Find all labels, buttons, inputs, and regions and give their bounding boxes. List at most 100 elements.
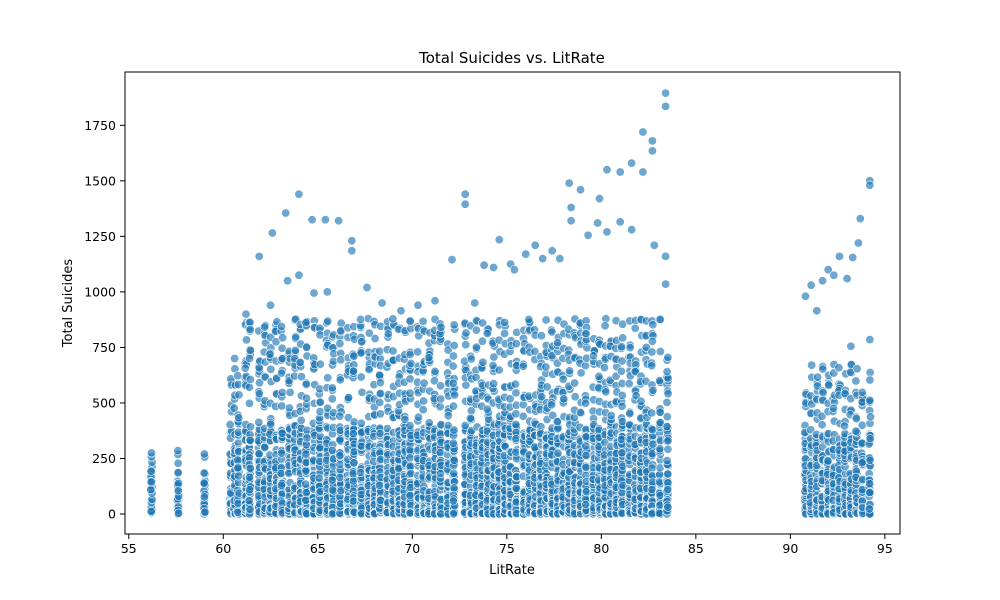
- scatter-point: [301, 342, 311, 352]
- scatter-point: [471, 372, 481, 382]
- scatter-point: [581, 441, 591, 451]
- scatter-point: [328, 485, 338, 495]
- scatter-point: [865, 434, 875, 444]
- scatter-point: [565, 366, 575, 376]
- scatter-point: [663, 444, 673, 454]
- scatter-point: [865, 395, 875, 405]
- scatter-point: [233, 455, 243, 465]
- scatter-point: [625, 409, 635, 419]
- scatter-point: [647, 336, 657, 346]
- scatter-point: [348, 496, 358, 506]
- scatter-point: [322, 287, 332, 297]
- scatter-point: [647, 463, 657, 473]
- scatter-point: [524, 314, 534, 324]
- scatter-point: [636, 396, 646, 406]
- scatter-point: [460, 189, 470, 199]
- scatter-point: [200, 507, 210, 517]
- scatter-point: [254, 389, 264, 399]
- scatter-point: [443, 345, 453, 355]
- scatter-point: [813, 372, 823, 382]
- scatter-point: [864, 504, 874, 514]
- scatter-point: [575, 407, 585, 417]
- scatter-point: [638, 127, 648, 137]
- scatter-point: [616, 366, 626, 376]
- scatter-point: [648, 385, 658, 395]
- scatter-point: [857, 458, 867, 468]
- scatter-point: [500, 317, 510, 327]
- scatter-point: [655, 346, 665, 356]
- scatter-point: [662, 422, 672, 432]
- scatter-point: [460, 199, 470, 209]
- scatter-point: [320, 215, 330, 225]
- scatter-point: [470, 298, 480, 308]
- scatter-point: [616, 342, 626, 352]
- scatter-point: [511, 339, 521, 349]
- scatter-point: [254, 251, 264, 261]
- scatter-point: [461, 340, 471, 350]
- scatter-point: [405, 445, 415, 455]
- scatter-point: [301, 495, 311, 505]
- scatter-point: [448, 509, 458, 519]
- scatter-point: [301, 488, 311, 498]
- scatter-point: [649, 240, 659, 250]
- scatter-point: [174, 508, 184, 518]
- scatter-point: [199, 468, 209, 478]
- scatter-point: [806, 280, 816, 290]
- scatter-point: [323, 316, 333, 326]
- scatter-point: [489, 379, 499, 389]
- scatter-point: [447, 255, 457, 265]
- scatter-point: [295, 357, 305, 367]
- scatter-point: [375, 409, 385, 419]
- scatter-point: [335, 451, 345, 461]
- scatter-point: [594, 371, 604, 381]
- scatter-point: [405, 374, 415, 384]
- scatter-point: [364, 328, 374, 338]
- scatter-point: [602, 227, 612, 237]
- scatter-point: [625, 343, 635, 353]
- scatter-point: [449, 455, 459, 465]
- scatter-point: [661, 251, 671, 261]
- scatter-point: [266, 419, 276, 429]
- scatter-point: [663, 436, 673, 446]
- scatter-point: [627, 225, 637, 235]
- scatter-point: [627, 158, 637, 168]
- scatter-point: [405, 421, 415, 431]
- scatter-point: [865, 367, 875, 377]
- scatter-point: [617, 390, 627, 400]
- scatter-point: [511, 419, 521, 429]
- x-tick-label: 75: [499, 541, 515, 556]
- scatter-point: [296, 372, 306, 382]
- scatter-point: [348, 429, 358, 439]
- scatter-point: [146, 466, 156, 476]
- scatter-point: [489, 262, 499, 272]
- scatter-point: [430, 296, 440, 306]
- scatter-point: [654, 508, 664, 518]
- scatter-point: [336, 355, 346, 365]
- scatter-point: [375, 388, 385, 398]
- scatter-point: [449, 340, 459, 350]
- scatter-point: [600, 321, 610, 331]
- scatter-point: [424, 418, 434, 428]
- x-tick-label: 70: [404, 541, 420, 556]
- scatter-point: [388, 346, 398, 356]
- scatter-point: [405, 388, 415, 398]
- scatter-point: [173, 468, 183, 478]
- x-axis-ticks: 55 60 65 70 75 80 85 90 95: [121, 534, 893, 556]
- scatter-point: [449, 468, 459, 478]
- scatter-point: [638, 167, 648, 177]
- scatter-point: [829, 270, 839, 280]
- scatter-point: [146, 485, 156, 495]
- scatter-point: [301, 393, 311, 403]
- scatter-point: [471, 342, 481, 352]
- scatter-point: [315, 359, 325, 369]
- scatter-point: [327, 475, 337, 485]
- scatter-point: [315, 407, 325, 417]
- scatter-point: [461, 328, 471, 338]
- scatter-point: [276, 368, 286, 378]
- scatter-point: [616, 434, 626, 444]
- scatter-point: [405, 316, 415, 326]
- scatter-point: [335, 460, 345, 470]
- scatter-point: [647, 146, 657, 156]
- scatter-point: [661, 279, 671, 289]
- scatter-point: [655, 407, 665, 417]
